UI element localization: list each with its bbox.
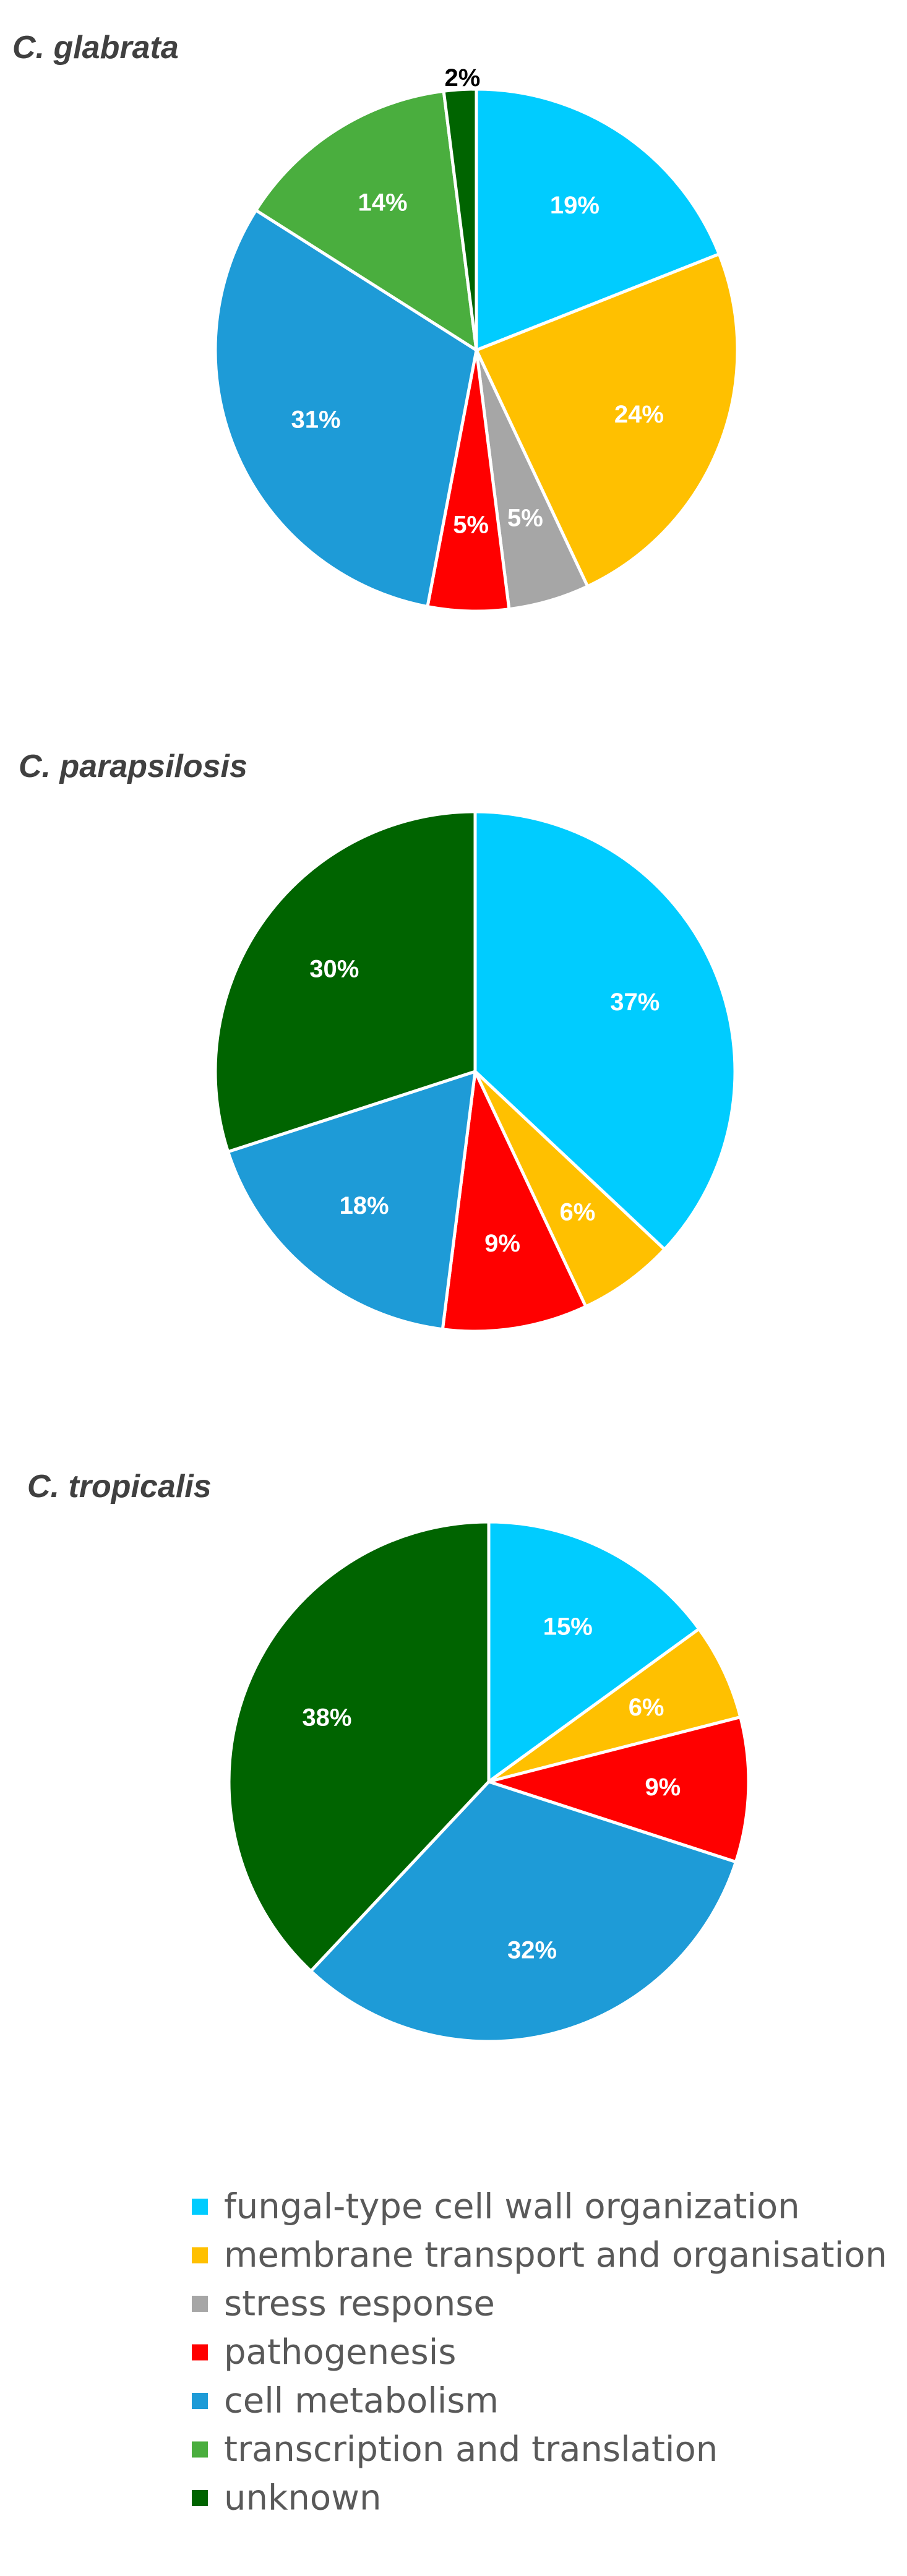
slice-label-fungal-type-cell-wall-organization: 19% (550, 192, 600, 219)
legend-item-fungal-type-cell-wall-organization: fungal-type cell wall organization (192, 2187, 800, 2227)
legend-item-stress-response: stress response (192, 2284, 495, 2324)
legend-swatch (192, 2490, 208, 2506)
slice-pathogenesis (441, 1070, 588, 1333)
legend-label: stress response (224, 2284, 495, 2324)
slice-labels: 37% 6% 9% 18% 30% (309, 956, 660, 1257)
pie-chart-c-parapsilosis: C. parapsilosis 37% 6% 9% 18% 30% (19, 749, 737, 1333)
slice-label-unknown: 2% (444, 64, 480, 92)
legend-label: transcription and translation (224, 2429, 718, 2470)
slice-label-fungal-type-cell-wall-organization: 37% (610, 989, 660, 1016)
legend-item-pathogenesis: pathogenesis (192, 2332, 456, 2372)
legend-item-cell-metabolism: cell metabolism (192, 2381, 499, 2421)
slice-label-pathogenesis: 9% (645, 1774, 681, 1801)
legend-swatch (192, 2441, 208, 2458)
slice-label-cell-metabolism: 18% (340, 1192, 389, 1219)
pie-slices (227, 1520, 750, 2043)
slice-label-fungal-type-cell-wall-organization: 15% (543, 1613, 593, 1640)
legend-swatch (192, 2247, 208, 2264)
pie-charts: C. glabrata 19% 24% 5% 5% 31% 14% 2% C. parapsil… (12, 30, 750, 2043)
chart-title: C. glabrata (12, 30, 179, 66)
chart-title: C. parapsilosis (19, 749, 247, 784)
slice-labels: 19% 24% 5% 5% 31% 14% 2% (291, 64, 663, 539)
slice-label-pathogenesis: 9% (484, 1230, 520, 1257)
legend-item-membrane-transport-and-organisation: membrane transport and organisation (192, 2235, 887, 2275)
slice-label-unknown: 38% (302, 1704, 351, 1731)
legend-item-transcription-and-translation: transcription and translation (192, 2429, 718, 2470)
slice-label-membrane-transport-and-organisation: 6% (559, 1199, 595, 1226)
legend-swatch (192, 2199, 208, 2215)
slice-transcription-and-translation (254, 89, 478, 352)
chart-title: C. tropicalis (27, 1469, 212, 1505)
legend-swatch (192, 2393, 208, 2409)
slice-cell-metabolism (226, 1070, 477, 1331)
legend-item-unknown: unknown (192, 2478, 381, 2518)
slice-label-cell-metabolism: 32% (507, 1937, 557, 1964)
slice-fungal-type-cell-wall-organization (487, 1520, 701, 1784)
slice-label-pathogenesis: 5% (453, 512, 489, 539)
slice-label-cell-metabolism: 31% (291, 406, 340, 433)
slice-fungal-type-cell-wall-organization (475, 87, 721, 352)
legend: fungal-type cell wall organization membra… (192, 2187, 887, 2518)
slice-unknown (213, 810, 477, 1154)
slice-pathogenesis (487, 1715, 750, 1864)
slice-fungal-type-cell-wall-organization (473, 810, 737, 1252)
legend-swatch (192, 2344, 208, 2361)
slice-label-unknown: 30% (309, 956, 359, 983)
pie-chart-c-glabrata: C. glabrata 19% 24% 5% 5% 31% 14% 2% (12, 30, 739, 613)
slice-cell-metabolism (309, 1780, 737, 2043)
legend-swatch (192, 2296, 208, 2312)
slice-membrane-transport-and-organisation (475, 252, 739, 588)
pie-slices (213, 810, 737, 1333)
legend-label: unknown (224, 2478, 381, 2518)
slice-unknown (227, 1520, 491, 1973)
legend-label: cell metabolism (224, 2381, 499, 2421)
slice-membrane-transport-and-organisation (487, 1627, 742, 1784)
slice-label-stress-response: 5% (507, 505, 543, 532)
slice-label-transcription-and-translation: 14% (358, 189, 407, 216)
pie-slices (213, 87, 739, 613)
slice-labels: 15% 6% 9% 32% 38% (302, 1613, 681, 1964)
slice-label-membrane-transport-and-organisation: 24% (614, 401, 664, 428)
legend-label: fungal-type cell wall organization (224, 2187, 800, 2227)
legend-label: pathogenesis (224, 2332, 456, 2372)
legend-label: membrane transport and organisation (224, 2235, 887, 2275)
slice-membrane-transport-and-organisation (473, 1070, 666, 1308)
pie-chart-c-tropicalis: C. tropicalis 15% 6% 9% 32% 38% (27, 1469, 750, 2043)
slice-unknown (442, 87, 478, 352)
slice-label-membrane-transport-and-organisation: 6% (629, 1694, 664, 1721)
